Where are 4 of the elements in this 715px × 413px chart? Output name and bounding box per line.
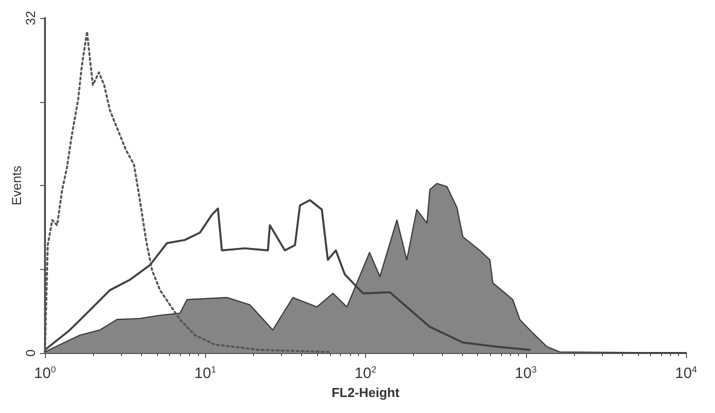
y-axis-title: Events: [9, 165, 24, 206]
y-tick-label: 0: [23, 349, 38, 357]
y-tick-label: 32: [23, 10, 38, 26]
x-axis-title: FL2-Height: [332, 384, 400, 400]
